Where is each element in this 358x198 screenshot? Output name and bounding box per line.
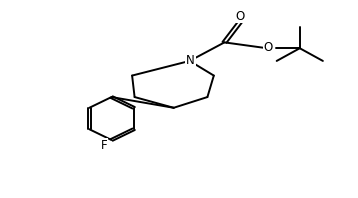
- Text: O: O: [263, 41, 273, 54]
- Text: F: F: [100, 139, 107, 152]
- Text: N: N: [187, 54, 195, 67]
- Text: O: O: [236, 10, 245, 23]
